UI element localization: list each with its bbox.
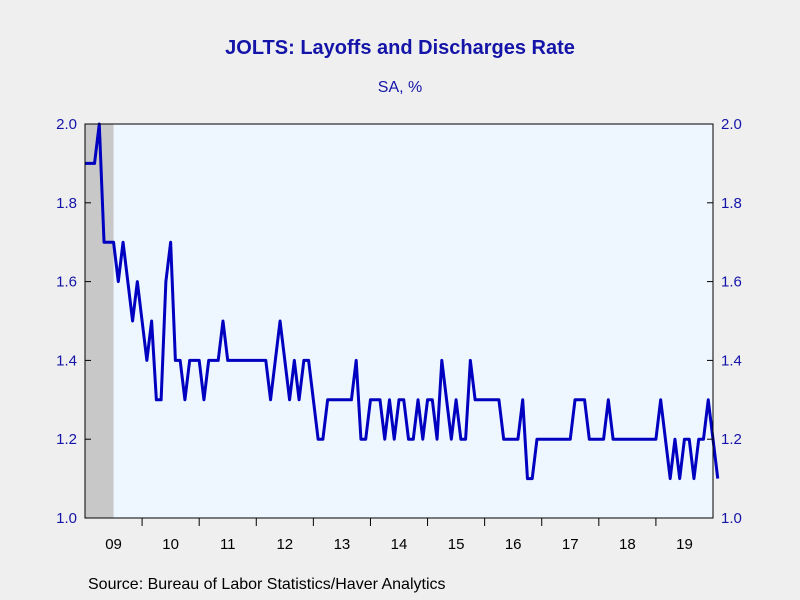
chart-subtitle: SA, %: [377, 79, 423, 96]
x-tick-label: 13: [334, 536, 351, 553]
x-tick-label: 14: [391, 536, 408, 553]
plot-frame: [84, 123, 714, 519]
x-tick-label: 09: [105, 536, 122, 553]
y-tick-label-left: 1.0: [56, 510, 77, 527]
x-tick-label: 10: [162, 536, 179, 553]
y-tick-label-right: 1.6: [721, 274, 742, 291]
x-tick-label: 12: [276, 536, 293, 553]
y-tick-label-right: 1.8: [721, 195, 742, 212]
x-tick-label: 19: [676, 536, 693, 553]
plot-background: [85, 124, 713, 518]
y-tick-label-left: 2.0: [56, 116, 77, 133]
y-tick-label-left: 1.8: [56, 195, 77, 212]
y-tick-label-right: 2.0: [721, 116, 742, 133]
series-line: [85, 122, 720, 481]
recession-shade: [85, 124, 114, 518]
source-note: Source: Bureau of Labor Statistics/Haver…: [88, 576, 446, 593]
x-tick-label: 11: [220, 536, 236, 553]
x-tick-label: 16: [505, 536, 522, 553]
y-tick-label-left: 1.2: [56, 431, 77, 448]
y-tick-label-right: 1.0: [721, 510, 742, 527]
y-tick-label-right: 1.2: [721, 431, 742, 448]
x-tick-label: 17: [562, 536, 579, 553]
y-tick-label-right: 1.4: [721, 352, 742, 369]
x-tick-label: 15: [448, 536, 465, 553]
y-tick-label-left: 1.4: [56, 352, 77, 369]
chart-title: JOLTS: Layoffs and Discharges Rate: [225, 37, 575, 59]
x-tick-label: 18: [619, 536, 636, 553]
y-tick-label-left: 1.6: [56, 274, 77, 291]
